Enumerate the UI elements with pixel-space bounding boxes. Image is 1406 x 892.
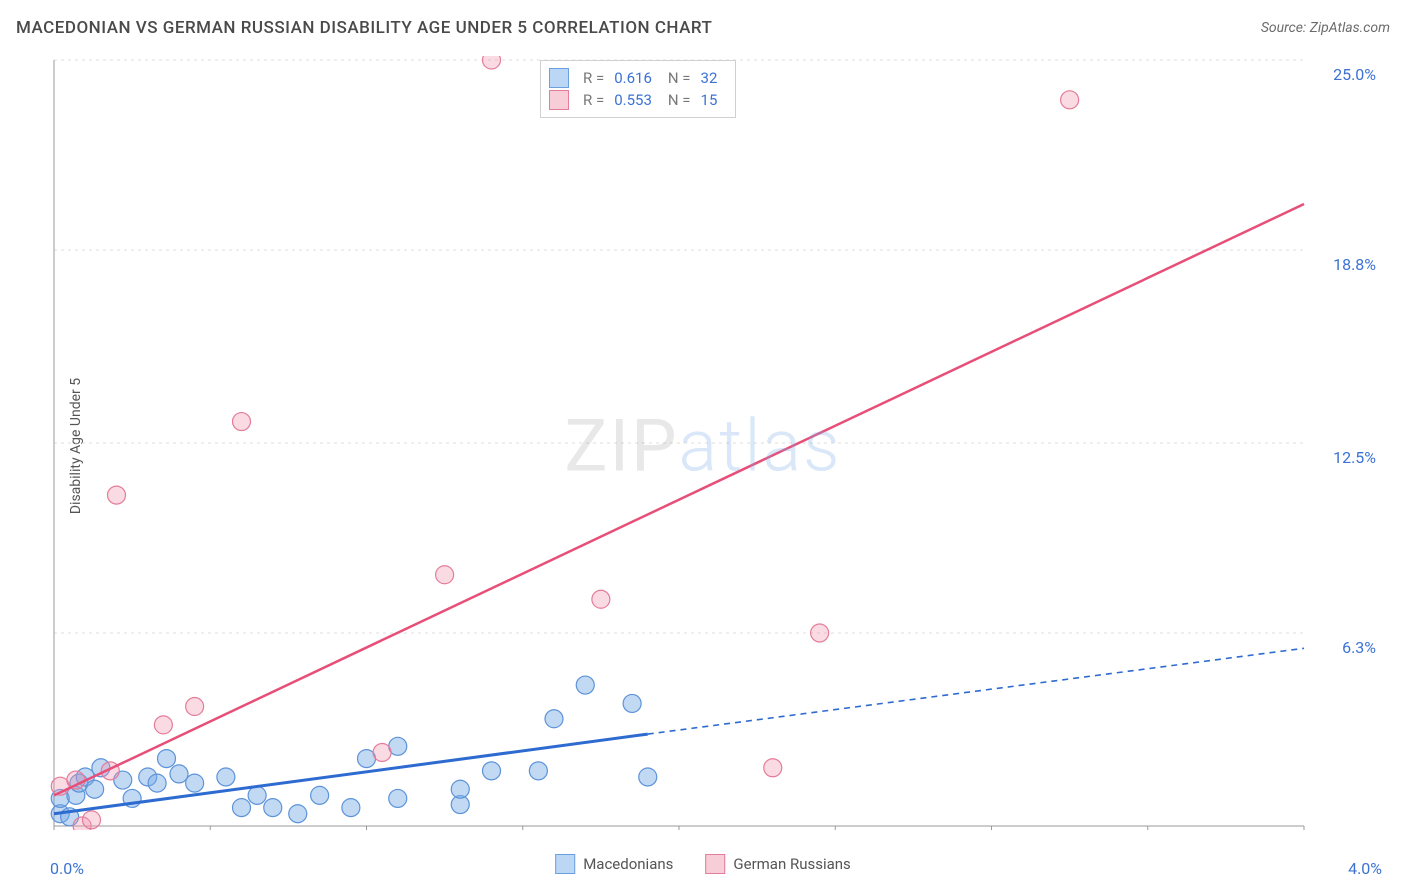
- legend-swatch: [549, 68, 569, 88]
- data-point: [158, 750, 176, 768]
- data-point: [108, 486, 126, 504]
- data-point: [83, 811, 101, 829]
- data-point: [483, 56, 501, 69]
- data-point: [576, 676, 594, 694]
- chart-header: MACEDONIAN VS GERMAN RUSSIAN DISABILITY …: [16, 18, 1390, 38]
- data-point: [186, 698, 204, 716]
- data-point: [545, 710, 563, 728]
- data-point: [436, 566, 454, 584]
- data-point: [148, 774, 166, 792]
- data-point: [529, 762, 547, 780]
- data-point: [233, 413, 251, 431]
- data-point: [764, 759, 782, 777]
- data-point: [248, 786, 266, 804]
- series-legend: Macedonians German Russians: [555, 854, 851, 874]
- data-point: [342, 799, 360, 817]
- correlation-legend-row: R =0.553N =15: [549, 89, 723, 111]
- y-tick-label: 12.5%: [1333, 448, 1376, 467]
- x-axis-max-label: 4.0%: [1348, 859, 1382, 878]
- legend-swatch: [705, 854, 725, 874]
- series-legend-label: Macedonians: [583, 855, 673, 873]
- plot-area: 6.3% 12.5% 18.8% 25.0%: [50, 56, 1382, 830]
- data-point: [623, 694, 641, 712]
- data-point: [264, 799, 282, 817]
- data-point: [592, 590, 610, 608]
- data-point: [289, 805, 307, 823]
- y-tick-label: 25.0%: [1333, 65, 1376, 84]
- series-legend-item: Macedonians: [555, 854, 673, 874]
- y-tick-label: 6.3%: [1342, 638, 1376, 657]
- legend-swatch: [555, 854, 575, 874]
- data-point: [1061, 91, 1079, 109]
- data-point: [483, 762, 501, 780]
- legend-stats: R =0.616N =32: [579, 67, 723, 89]
- data-point: [639, 768, 657, 786]
- data-point: [86, 780, 104, 798]
- data-point: [233, 799, 251, 817]
- correlation-legend-row: R =0.616N =32: [549, 67, 723, 89]
- series-legend-item: German Russians: [705, 854, 850, 874]
- data-point: [389, 789, 407, 807]
- source-label: Source: ZipAtlas.com: [1261, 20, 1390, 36]
- data-point: [186, 774, 204, 792]
- correlation-legend: R =0.616N =32R =0.553N =15: [540, 60, 736, 118]
- legend-swatch: [549, 90, 569, 110]
- data-point: [811, 624, 829, 642]
- chart-title: MACEDONIAN VS GERMAN RUSSIAN DISABILITY …: [16, 18, 712, 38]
- trend-line-extended: [648, 648, 1304, 734]
- data-point: [170, 765, 188, 783]
- x-axis-min-label: 0.0%: [50, 859, 84, 878]
- y-tick-label: 18.8%: [1333, 255, 1376, 274]
- data-point: [311, 786, 329, 804]
- series-legend-label: German Russians: [733, 855, 850, 873]
- data-point: [154, 716, 172, 734]
- data-point: [217, 768, 235, 786]
- data-point: [451, 780, 469, 798]
- legend-stats: R =0.553N =15: [579, 89, 723, 111]
- trend-line: [54, 204, 1304, 795]
- data-point: [373, 743, 391, 761]
